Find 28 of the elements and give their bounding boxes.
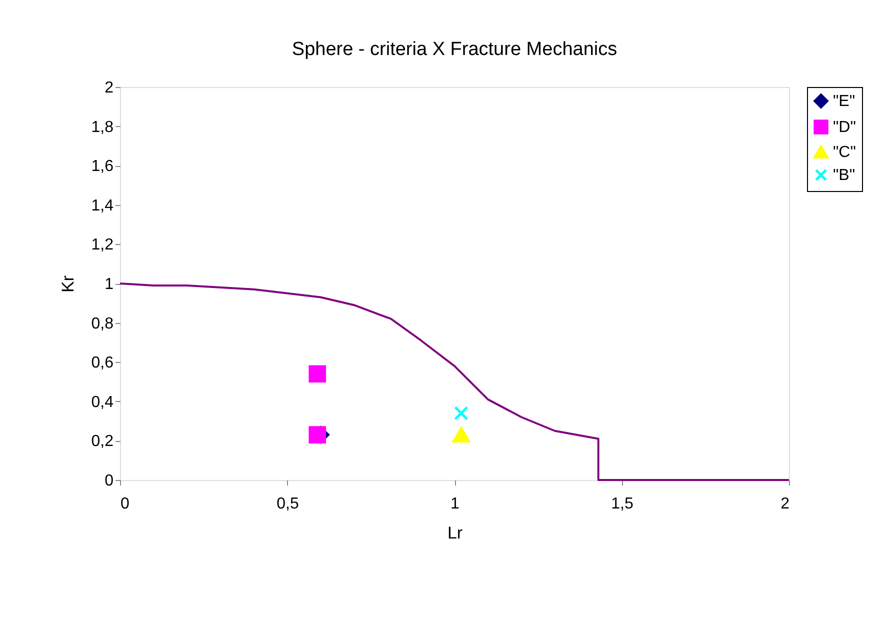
y-tick-label: 1 bbox=[104, 276, 114, 293]
x-axis-title: Lr bbox=[447, 524, 463, 542]
legend-label: "D" bbox=[833, 119, 856, 136]
point bbox=[452, 427, 470, 442]
legend-label: "B" bbox=[833, 167, 856, 184]
point bbox=[308, 426, 326, 444]
point bbox=[454, 406, 468, 420]
y-tick-label: 0,2 bbox=[91, 433, 114, 450]
y-tick-label: 0,6 bbox=[91, 354, 114, 372]
point bbox=[308, 365, 326, 383]
x-tick-label: 0,5 bbox=[276, 496, 299, 512]
x-tick-label: 0 bbox=[120, 496, 130, 512]
y-tick-label: 0,8 bbox=[91, 315, 114, 332]
line-series bbox=[119, 282, 790, 481]
legend-label: "C" bbox=[833, 144, 856, 161]
y-tick-label: 2 bbox=[104, 80, 114, 96]
y-axis-title: Kr bbox=[58, 275, 78, 292]
chart-title: Sphere - criteria X Fracture Mechanics bbox=[292, 39, 618, 60]
y-tick-label: 1,8 bbox=[91, 118, 114, 136]
y-tick-label: 0 bbox=[104, 472, 114, 490]
y-tick-label: 0,4 bbox=[91, 394, 114, 411]
y-tick-label: 1,2 bbox=[91, 236, 114, 254]
x-tick-label: 1 bbox=[450, 496, 460, 512]
x-tick-label: 1,5 bbox=[611, 496, 634, 512]
x-tick-label: 2 bbox=[780, 496, 790, 512]
y-tick-label: 1,4 bbox=[91, 197, 114, 214]
y-tick-label: 1,6 bbox=[91, 158, 114, 176]
legend-label: "E" bbox=[833, 93, 856, 110]
